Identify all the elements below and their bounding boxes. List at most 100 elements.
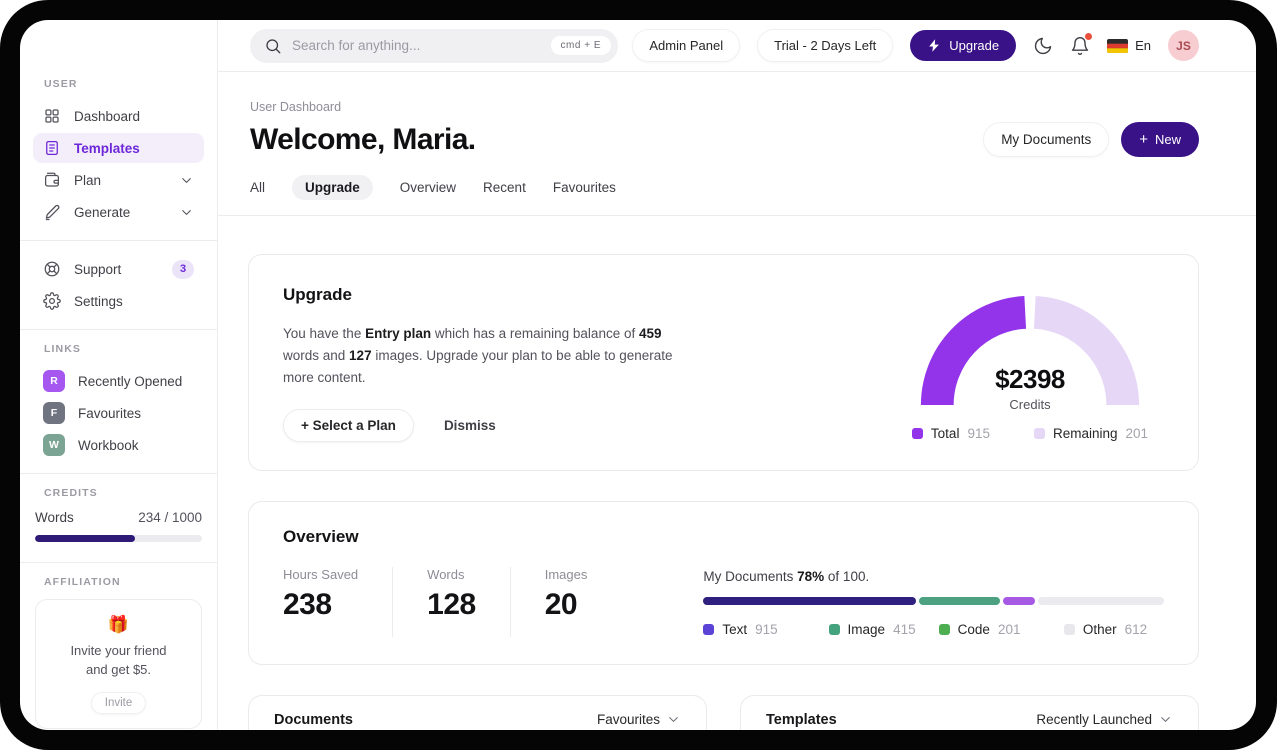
topbar-actions: Admin Panel Trial - 2 Days Left Upgrade … xyxy=(632,29,1199,62)
stat-value: 128 xyxy=(427,587,476,621)
documents-progress-label: My Documents 78% of 100. xyxy=(703,569,1164,584)
notifications-button[interactable] xyxy=(1070,32,1093,56)
sidebar-link-workbook[interactable]: W Workbook xyxy=(33,430,204,460)
stat-images: Images 20 xyxy=(545,567,622,637)
legend-item-image: Image 415 xyxy=(828,622,939,637)
templates-card: Templates Recently Launched Blog Post Ti… xyxy=(740,694,1199,730)
topbar: Search for anything... cmd + E Admin Pan… xyxy=(218,20,1256,72)
affiliation-line2: and get $5. xyxy=(85,661,152,677)
plus-icon: + xyxy=(1139,131,1148,148)
trial-status-button[interactable]: Trial - 2 Days Left xyxy=(757,29,894,62)
overview-content: Hours Saved 238 Words 128 Images 20 xyxy=(283,566,1164,637)
page-title: Welcome, Maria. xyxy=(250,122,476,156)
select-plan-button[interactable]: + Select a Plan xyxy=(283,408,414,442)
templates-filter-dropdown[interactable]: Recently Launched xyxy=(1036,712,1173,727)
admin-panel-button[interactable]: Admin Panel xyxy=(632,29,741,62)
sidebar-item-templates[interactable]: Templates xyxy=(33,133,204,163)
affiliation-line1: Invite your friend xyxy=(70,643,167,658)
templates-card-header: Templates Recently Launched xyxy=(741,696,1198,730)
germany-flag-icon xyxy=(1107,38,1129,53)
legend-value: 612 xyxy=(1124,621,1148,637)
stat-hours-saved: Hours Saved 238 xyxy=(283,566,394,637)
filter-label: Recently Launched xyxy=(1036,712,1152,728)
settings-gear-icon xyxy=(43,292,61,310)
legend-label: Total xyxy=(930,426,960,442)
sidebar-item-label: Recently Opened xyxy=(78,373,183,389)
link-initial-badge: R xyxy=(43,370,65,392)
sidebar-item-label: Workbook xyxy=(78,437,139,453)
gauge-legend: Total 915 Remaining 201 xyxy=(904,426,1156,441)
upgrade-card-title: Upgrade xyxy=(283,285,352,304)
sidebar-item-plan[interactable]: Plan xyxy=(33,165,204,195)
stat-label: Hours Saved xyxy=(283,566,359,582)
sidebar-item-label: Favourites xyxy=(78,405,142,421)
tab-overview[interactable]: Overview xyxy=(399,180,457,195)
sidebar-link-recently-opened[interactable]: R Recently Opened xyxy=(33,366,204,396)
sidebar-item-support[interactable]: Support 3 xyxy=(33,254,204,284)
sidebar-item-label: Plan xyxy=(74,172,102,188)
legend-value: 201 xyxy=(1125,426,1149,442)
bar-segment-other xyxy=(1037,596,1164,605)
search-input[interactable]: Search for anything... cmd + E xyxy=(250,28,618,63)
upgrade-card-body: You have the Entry plan which has a rema… xyxy=(283,323,695,389)
legend-item-total: Total 915 xyxy=(911,426,990,442)
sidebar-item-generate[interactable]: Generate xyxy=(33,197,204,227)
user-avatar[interactable]: JS xyxy=(1168,30,1199,61)
sidebar-link-favourites[interactable]: F Favourites xyxy=(33,398,204,428)
chevron-down-icon xyxy=(669,717,678,722)
plan-name: Entry plan xyxy=(365,326,432,341)
search-shortcut-badge: cmd + E xyxy=(550,36,611,55)
stat-value: 238 xyxy=(283,587,332,621)
new-button[interactable]: + New xyxy=(1121,122,1199,157)
page-body: Upgrade You have the Entry plan which ha… xyxy=(218,254,1256,730)
progress-text: of 100. xyxy=(824,568,870,584)
overview-card: Overview Hours Saved 238 Words 128 xyxy=(248,500,1199,665)
stacked-bar xyxy=(703,596,1164,605)
my-documents-button[interactable]: My Documents xyxy=(983,122,1110,157)
invite-button[interactable]: Invite xyxy=(90,691,147,714)
main-column: Search for anything... cmd + E Admin Pan… xyxy=(218,20,1256,730)
sidebar-section-affiliation: AFFILIATION xyxy=(44,576,121,588)
legend-label: Other xyxy=(1082,621,1117,637)
stacked-bar-legend: Text 915 Image 415 Cod xyxy=(703,622,1164,637)
tab-upgrade[interactable]: Upgrade xyxy=(292,175,373,200)
chevron-down-icon xyxy=(1161,717,1170,722)
body-text: words and xyxy=(283,347,350,363)
sidebar-divider xyxy=(20,562,217,563)
sidebar-item-settings[interactable]: Settings xyxy=(33,286,204,316)
tab-favourites[interactable]: Favourites xyxy=(552,180,616,195)
dark-mode-toggle[interactable] xyxy=(1033,36,1053,56)
plan-wallet-icon xyxy=(44,172,60,187)
documents-filter-dropdown[interactable]: Favourites xyxy=(597,712,681,727)
tab-all[interactable]: All xyxy=(250,180,266,195)
gauge-value: $2398 xyxy=(995,364,1065,395)
bottom-cards: Documents Favourites Untitled Document i… xyxy=(248,694,1199,730)
language-selector[interactable]: En xyxy=(1107,38,1151,53)
credits-value: 234 / 1000 xyxy=(138,510,202,525)
sidebar-item-label: Dashboard xyxy=(74,108,141,124)
tab-recent[interactable]: Recent xyxy=(483,180,526,195)
chevron-down-icon xyxy=(182,209,191,215)
sidebar-item-dashboard[interactable]: Dashboard xyxy=(33,101,204,131)
chevron-down-icon xyxy=(182,177,191,183)
overview-card-title: Overview xyxy=(283,526,359,546)
legend-value: 915 xyxy=(967,426,990,442)
overview-stats: Hours Saved 238 Words 128 Images 20 xyxy=(283,566,655,637)
sidebar-item-label: Generate xyxy=(74,204,131,220)
words-balance: 459 xyxy=(638,326,662,341)
upgrade-button[interactable]: Upgrade xyxy=(910,30,1017,61)
credits-gauge: $2398 Credits Total 915 xyxy=(904,285,1156,442)
sidebar-item-label: Templates xyxy=(74,140,140,156)
dismiss-button[interactable]: Dismiss xyxy=(443,417,496,433)
legend-label: Remaining xyxy=(1052,426,1118,442)
gift-icon: 🎁 xyxy=(107,615,130,634)
sidebar-section-credits: CREDITS xyxy=(44,487,98,499)
templates-document-icon xyxy=(46,140,58,156)
legend-label: Code xyxy=(957,621,990,637)
search-icon xyxy=(266,38,281,53)
documents-card-title: Documents xyxy=(274,711,353,728)
sidebar-divider xyxy=(20,473,217,474)
upgrade-card-left: Upgrade You have the Entry plan which ha… xyxy=(283,285,695,442)
gauge-center: $2398 Credits xyxy=(910,364,1150,412)
